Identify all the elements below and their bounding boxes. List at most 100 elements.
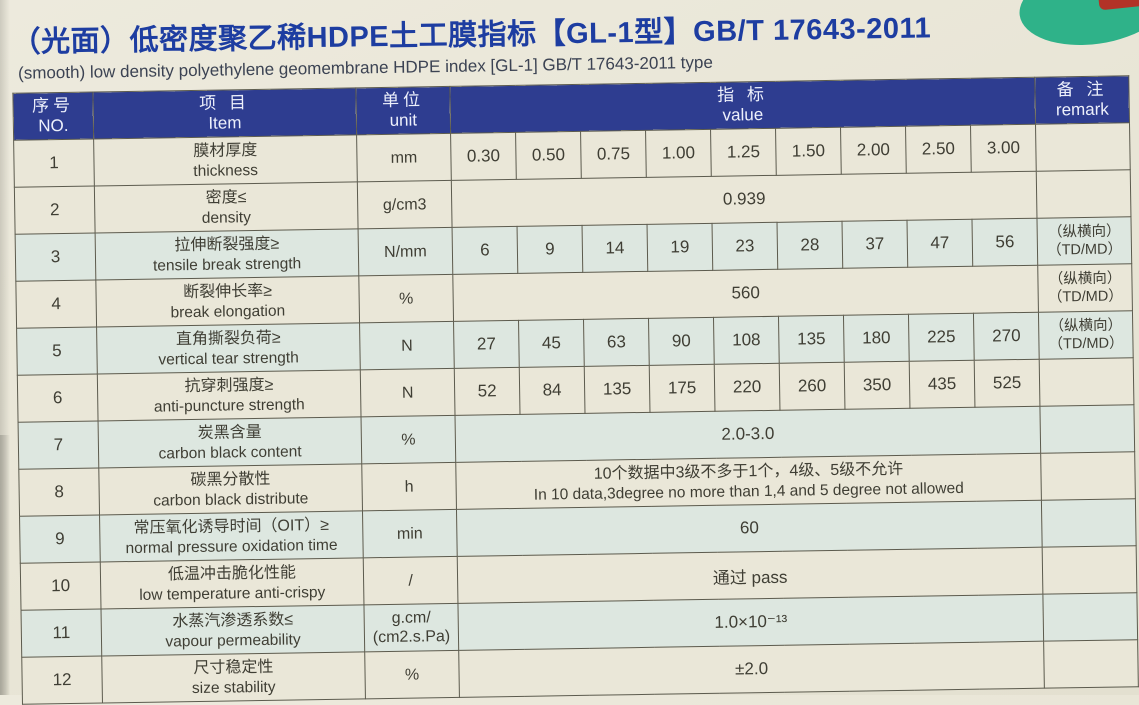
item-cell: 碳黑分散性 carbon black distribute xyxy=(98,463,363,515)
remark-cell xyxy=(1041,498,1137,548)
item-name-en: tensile break strength xyxy=(152,254,302,275)
value-cell: 2.50 xyxy=(905,125,972,174)
item-name-en: normal pressure oxidation time xyxy=(125,536,338,557)
value-cell: 0.50 xyxy=(515,131,582,180)
remark-cell xyxy=(1043,592,1138,642)
value-cell: 63 xyxy=(583,318,650,367)
item-name-en: break elongation xyxy=(170,302,286,321)
value-cell: 435 xyxy=(909,360,975,409)
unit-line-1: g.cm/ xyxy=(391,609,431,627)
item-name-en: carbon black content xyxy=(158,442,302,463)
item-name-en: anti-puncture strength xyxy=(153,395,305,416)
unit-cell: N xyxy=(360,368,456,417)
value-cell: 0.30 xyxy=(450,132,517,181)
value-cell: 135 xyxy=(778,315,845,364)
spec-table: 序号 NO. 项 目 Item 单位 unit 指 标 value 备 注 xyxy=(12,75,1139,705)
item-name-en: low temperature anti-crispy xyxy=(139,583,326,604)
remark-cell: （纵横向） （TD/MD） xyxy=(1037,216,1132,266)
item-cell: 断裂伸长率≥ break elongation xyxy=(95,275,360,328)
value-cell: 175 xyxy=(649,364,715,413)
remark-cell: （纵横向） （TD/MD） xyxy=(1037,263,1133,313)
item-cell: 水蒸汽渗透系数≤ vapour permeability xyxy=(101,604,365,656)
row-number: 2 xyxy=(14,186,96,235)
value-cell: 108 xyxy=(713,316,780,365)
remark-cell: （纵横向） （TD/MD） xyxy=(1038,310,1134,360)
unit-cell: % xyxy=(358,274,454,323)
item-cell: 直角撕裂负荷≥ vertical tear strength xyxy=(96,322,361,375)
col-header-item: 项 目 Item xyxy=(92,87,357,140)
value-cell: 0.75 xyxy=(580,130,647,179)
item-cell: 拉伸断裂强度≥ tensile break strength xyxy=(95,228,359,281)
value-cell: 84 xyxy=(519,366,585,415)
value-cell: 90 xyxy=(648,317,715,366)
item-cell: 膜材厚度 thickness xyxy=(93,134,358,187)
value-cell: 135 xyxy=(584,365,650,414)
item-cell: 尺寸稳定性 size stability xyxy=(101,651,366,703)
item-cell: 密度≤ density xyxy=(94,181,359,234)
value-cell: 1.50 xyxy=(775,127,842,176)
unit-cell: min xyxy=(362,509,458,558)
item-name-en: carbon black distribute xyxy=(153,489,309,510)
col-header-unit: 单位 unit xyxy=(355,86,451,135)
unit-line-2: (cm2.s.Pa) xyxy=(372,628,451,647)
value-cell: 2.00 xyxy=(840,126,907,175)
item-name-en: vertical tear strength xyxy=(158,348,299,369)
remark-cell xyxy=(1036,169,1132,219)
value-cell: 28 xyxy=(777,221,843,270)
value-cell: 9 xyxy=(517,225,583,274)
row-number: 1 xyxy=(13,139,95,188)
value-cell: 19 xyxy=(647,223,713,272)
row-number: 7 xyxy=(18,421,99,470)
col-header-remark: 备 注 remark xyxy=(1034,75,1130,125)
item-name-en: density xyxy=(201,208,252,227)
row-number: 8 xyxy=(18,467,100,517)
value-cell: 23 xyxy=(712,222,778,271)
unit-cell: / xyxy=(363,556,458,605)
value-cell: 1.00 xyxy=(645,129,712,178)
remark-cell xyxy=(1040,451,1136,501)
value-cell: ±2.0 xyxy=(458,641,1045,698)
unit-cell: mm xyxy=(356,133,452,182)
unit-cell: % xyxy=(361,415,456,464)
remark-cell xyxy=(1043,639,1139,689)
value-cell: 525 xyxy=(974,359,1041,408)
row-number: 4 xyxy=(15,280,97,329)
item-name-en: size stability xyxy=(191,678,276,697)
row-number: 3 xyxy=(15,233,96,282)
value-cell: 3.00 xyxy=(970,124,1037,173)
row-number: 12 xyxy=(21,655,103,705)
unit-cell: N/mm xyxy=(358,227,453,276)
value-cell: 37 xyxy=(842,220,908,269)
unit-cell: N xyxy=(359,321,455,370)
value-cell: 52 xyxy=(454,367,520,416)
value-cell: 45 xyxy=(518,319,585,368)
item-name-en: thickness xyxy=(193,161,259,180)
item-cell: 常压氧化诱导时间（OIT）≥ normal pressure oxidation… xyxy=(99,510,364,562)
value-cell: 220 xyxy=(714,363,780,412)
remark-cell xyxy=(1039,357,1135,407)
remark-cell xyxy=(1035,122,1131,172)
remark-cell xyxy=(1042,545,1137,595)
row-number: 5 xyxy=(16,327,98,376)
remark-cell xyxy=(1040,404,1135,454)
row-number: 10 xyxy=(20,561,102,611)
value-cell: 270 xyxy=(973,312,1040,361)
unit-cell: h xyxy=(361,462,457,511)
row-number: 11 xyxy=(21,608,102,658)
value-cell: 1.25 xyxy=(710,128,777,177)
item-cell: 炭黑含量 carbon black content xyxy=(98,416,362,468)
value-cell: 6 xyxy=(452,226,518,275)
item-name-en: vapour permeability xyxy=(165,630,301,650)
value-cell: 14 xyxy=(582,224,648,273)
value-cell: 27 xyxy=(453,320,520,369)
row-number: 6 xyxy=(17,374,99,423)
item-cell: 抗穿刺强度≥ anti-puncture strength xyxy=(97,369,362,422)
value-cell: 47 xyxy=(906,219,973,268)
document-page: （光面）低密度聚乙稀HDPE土工膜指标【GL-1型】GB/T 17643-201… xyxy=(11,1,1139,705)
unit-cell: g.cm/ (cm2.s.Pa) xyxy=(363,603,459,652)
value-cell: 180 xyxy=(843,314,910,363)
col-header-no: 序号 NO. xyxy=(12,92,94,141)
photo-edge-shadow xyxy=(0,0,10,695)
row-number: 9 xyxy=(19,514,101,564)
unit-cell: % xyxy=(364,650,460,699)
